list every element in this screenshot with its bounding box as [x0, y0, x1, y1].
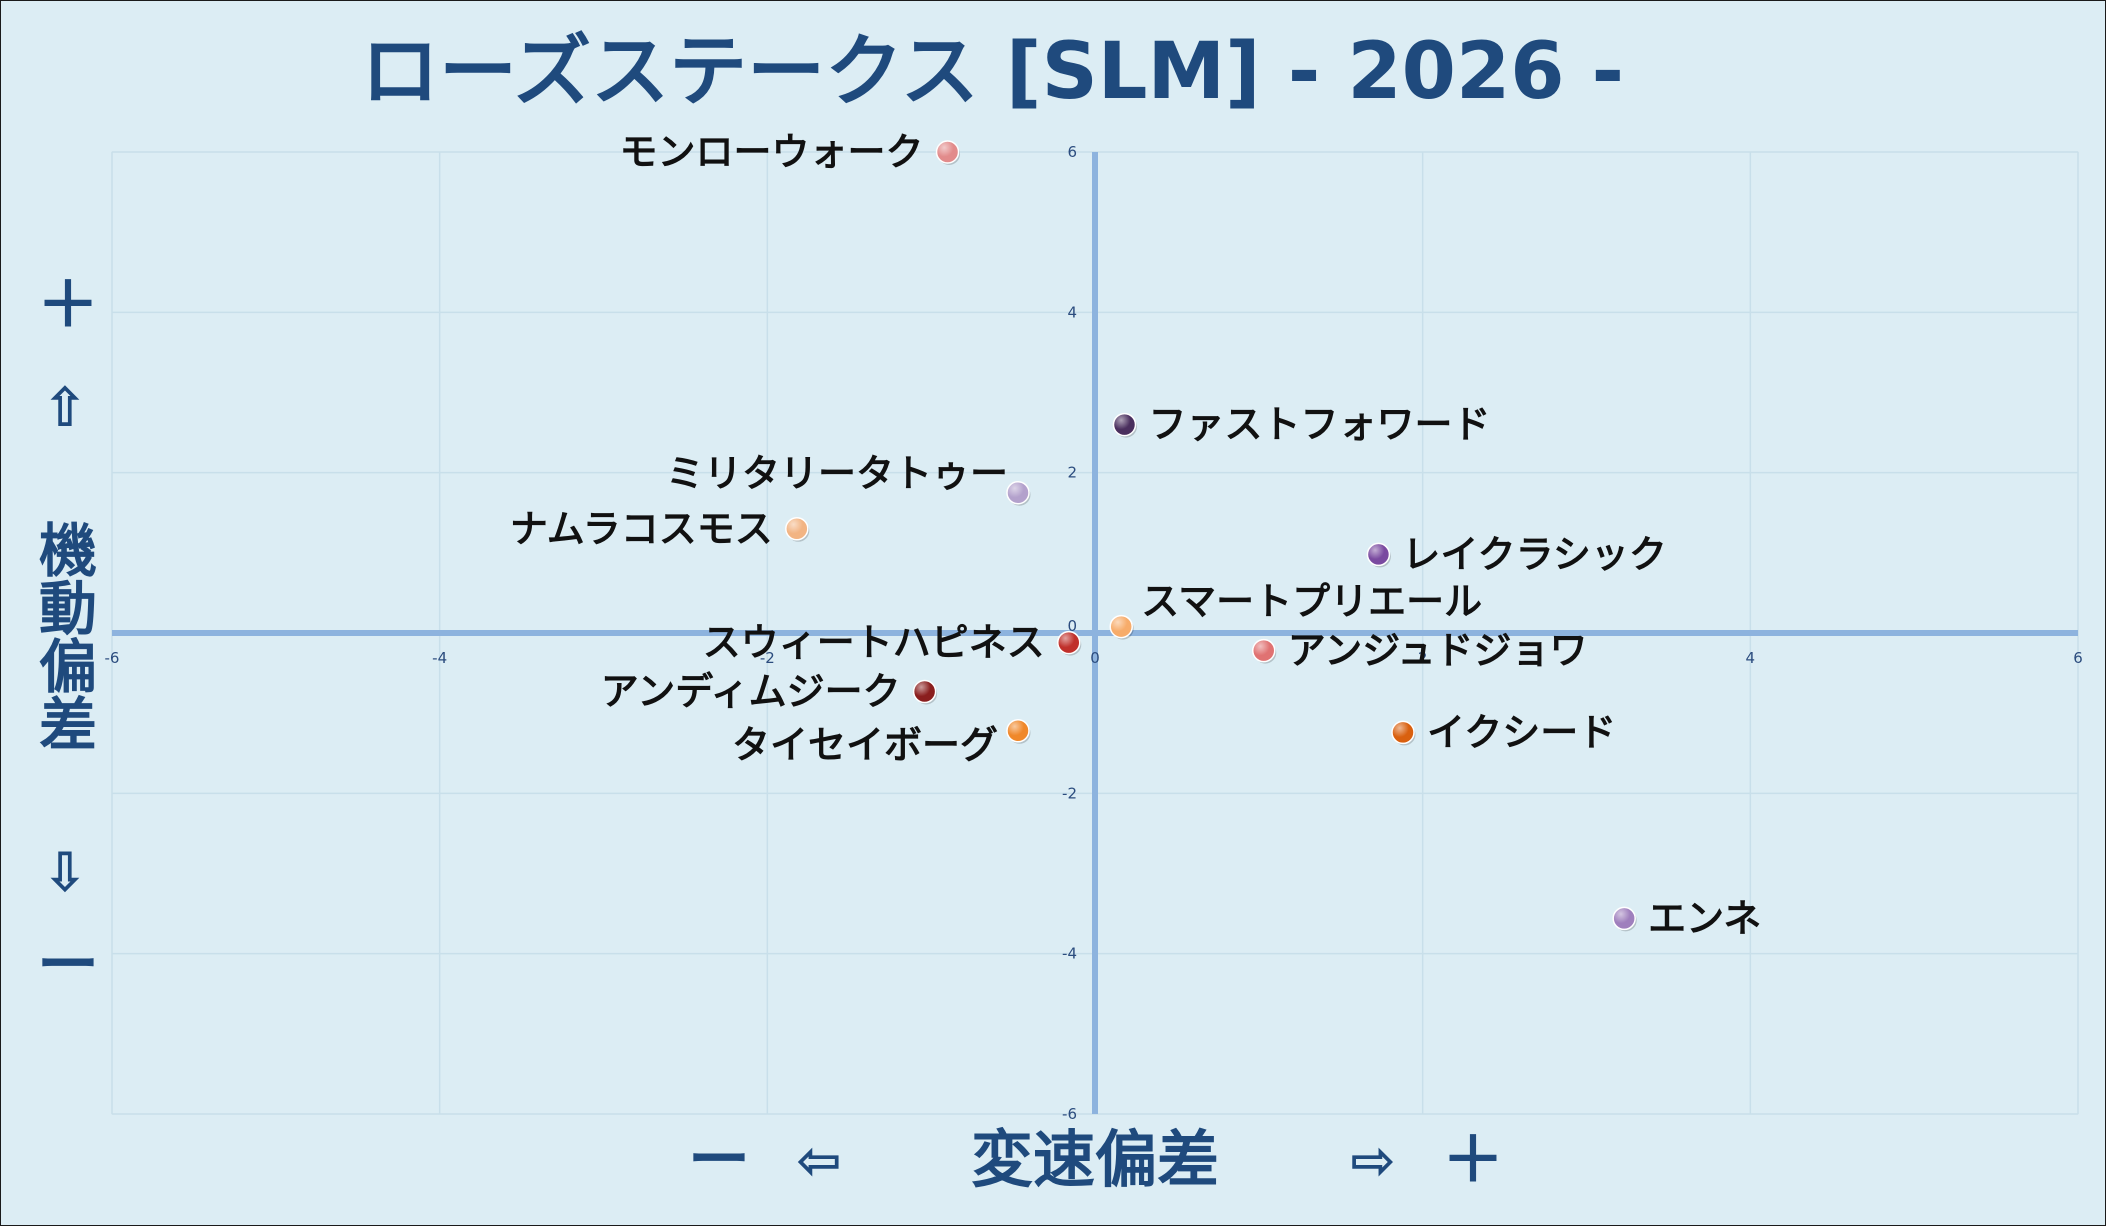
data-label: イクシード	[1427, 710, 1616, 754]
data-point-highlight	[1110, 615, 1133, 638]
y-minus-sign: ー	[37, 928, 99, 1001]
y-plus-sign: ＋	[37, 268, 99, 341]
y-axis-label-char: 機	[39, 517, 97, 585]
y-axis-label-char: 差	[39, 691, 97, 759]
data-point-highlight	[1252, 639, 1275, 662]
y-tick-label: -2	[1062, 784, 1077, 802]
x-tick-label: 0	[1090, 649, 1100, 667]
axes	[112, 152, 2078, 1114]
data-label: ナムラコスモス	[510, 507, 773, 551]
data-label: アンジュドジョワ	[1288, 629, 1588, 673]
tick-labels: -6 -4 -2 0 2 4 6 -6 -4 -2 2 4 6 0	[105, 143, 2083, 1123]
x-tick-label: 2	[1418, 649, 1428, 667]
data-label: スマートプリエール	[1141, 580, 1482, 624]
data-point-highlight	[1113, 413, 1136, 436]
y-tick-label: 4	[1067, 303, 1077, 321]
data-point-highlight	[1367, 543, 1390, 566]
y-axis-label-char: 動	[39, 575, 97, 643]
x-axis-label: 変速偏差	[971, 1123, 1219, 1196]
x-tick-label: -2	[760, 649, 775, 667]
x-plus-arrow: ⇨	[1350, 1129, 1395, 1192]
y-tick-label: 6	[1067, 143, 1077, 161]
data-point-highlight	[785, 517, 808, 540]
y-tick-label: -4	[1062, 945, 1077, 963]
data-point-highlight	[1057, 631, 1080, 654]
x-minus-arrow: ⇦	[796, 1129, 841, 1192]
data-point-highlight	[1392, 721, 1415, 744]
data-point-highlight	[913, 680, 936, 703]
y-axis-label-char: 偏	[39, 633, 97, 701]
x-tick-label: -4	[432, 649, 447, 667]
y-tick-label: -6	[1062, 1105, 1077, 1123]
x-tick-label: -6	[105, 649, 120, 667]
data-point-highlight	[1613, 907, 1636, 930]
y-minus-arrow: ⇩	[42, 841, 87, 904]
data-label: ミリタリータトゥー	[666, 452, 1008, 496]
data-label: モンローウォーク	[620, 130, 924, 174]
y-tick-label: 2	[1067, 464, 1077, 482]
data-label: レイクラシック	[1402, 532, 1666, 576]
data-label: ファストフォワード	[1148, 403, 1490, 447]
data-label: タイセイボーグ	[732, 723, 998, 767]
x-tick-label: 6	[2073, 649, 2083, 667]
chart-title: ローズステークス [SLM] - 2026 -	[361, 27, 1624, 117]
x-plus-sign: ＋	[1442, 1123, 1504, 1196]
y-tick-label: 0	[1067, 617, 1077, 635]
data-point-highlight	[936, 141, 959, 163]
y-plus-arrow: ⇧	[42, 376, 87, 439]
data-label: スウィートハピネス	[703, 621, 1045, 665]
data-label: エンネ	[1648, 896, 1761, 940]
data-point-highlight	[1006, 481, 1029, 504]
data-points: モンローウォークファストフォワードミリタリータトゥーナムラコスモスレイクラシック…	[510, 130, 1762, 940]
x-tick-label: 4	[1746, 649, 1756, 667]
x-minus-sign: ー	[688, 1123, 750, 1196]
data-point-highlight	[1006, 719, 1029, 742]
data-label: アンディムジーク	[601, 670, 901, 714]
